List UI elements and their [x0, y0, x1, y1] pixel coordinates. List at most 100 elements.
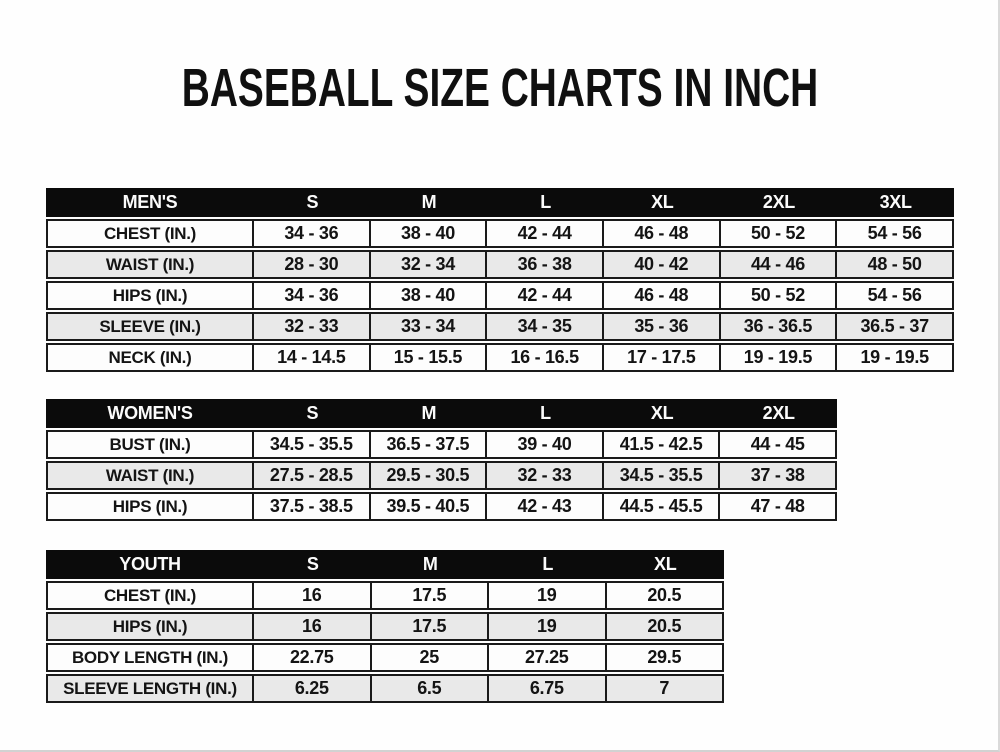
- size-cell: 19 - 19.5: [720, 343, 838, 372]
- size-cell: 27.25: [489, 643, 607, 672]
- row-label: CHEST (IN.): [46, 581, 254, 610]
- table-row-waist-in: WAIST (IN.) 28 - 30 32 - 34 36 - 38 40 - 42 4…: [46, 250, 954, 279]
- size-cell: 33 - 34: [370, 312, 488, 341]
- table-row-waist-in: WAIST (IN.) 27.5 - 28.5 29.5 - 30.5 32 - 33…: [46, 461, 837, 490]
- row-label: HIPS (IN.): [46, 281, 254, 310]
- size-cell: 16: [254, 581, 372, 610]
- size-cell: 39.5 - 40.5: [370, 492, 488, 521]
- youth-size-table: YOUTH S M L XL CHEST (IN.) 16 17.5 19 20.5 HIPS (I…: [46, 548, 724, 705]
- size-cell: 17.5: [371, 612, 489, 641]
- size-cell: 39 - 40: [487, 430, 604, 459]
- table-row-bust-in: BUST (IN.) 34.5 - 35.5 36.5 - 37.5 39 - 40 4…: [46, 430, 837, 459]
- row-label: HIPS (IN.): [46, 612, 254, 641]
- size-cell: 50 - 52: [720, 219, 838, 248]
- size-cell: 38 - 40: [370, 219, 488, 248]
- table-row-hips-in: HIPS (IN.) 37.5 - 38.5 39.5 - 40.5 42 - 43 4…: [46, 492, 837, 521]
- size-cell: 44 - 45: [720, 430, 837, 459]
- row-label: SLEEVE LENGTH (IN.): [46, 674, 254, 703]
- size-cell: 40 - 42: [603, 250, 721, 279]
- table-row-chest-in: CHEST (IN.) 16 17.5 19 20.5: [46, 581, 724, 610]
- size-cell: 37 - 38: [720, 461, 837, 490]
- row-label: CHEST (IN.): [46, 219, 254, 248]
- size-cell: 34.5 - 35.5: [254, 430, 371, 459]
- size-cell: 38 - 40: [370, 281, 488, 310]
- size-cell: 48 - 50: [837, 250, 954, 279]
- row-label: SLEEVE (IN.): [46, 312, 254, 341]
- table-row-chest-in: CHEST (IN.) 34 - 36 38 - 40 42 - 44 46 - 48 5…: [46, 219, 954, 248]
- size-cell: 41.5 - 42.5: [603, 430, 721, 459]
- size-cell: 19: [489, 612, 607, 641]
- size-cell: 27.5 - 28.5: [254, 461, 371, 490]
- womens-size-table: WOMEN'S S M L XL 2XL BUST (IN.) 34.5 - 35.5 36.5…: [46, 397, 837, 523]
- table-row-hips-in: HIPS (IN.) 34 - 36 38 - 40 42 - 44 46 - 48 50…: [46, 281, 954, 310]
- section-header-men-s: MEN'S: [46, 188, 254, 217]
- row-label: BUST (IN.): [46, 430, 254, 459]
- size-cell: 28 - 30: [254, 250, 371, 279]
- row-label: WAIST (IN.): [46, 250, 254, 279]
- size-cell: 7: [606, 674, 724, 703]
- size-cell: 17 - 17.5: [603, 343, 721, 372]
- size-cell: 47 - 48: [720, 492, 837, 521]
- size-cell: 16 - 16.5: [487, 343, 604, 372]
- size-cell: 32 - 34: [370, 250, 488, 279]
- size-cell: 34 - 36: [254, 219, 371, 248]
- size-cell: 17.5: [371, 581, 489, 610]
- size-cell: 36 - 38: [487, 250, 604, 279]
- size-cell: 6.25: [254, 674, 372, 703]
- section-header-youth: YOUTH: [46, 550, 254, 579]
- size-cell: 42 - 44: [487, 219, 604, 248]
- size-cell: 32 - 33: [487, 461, 604, 490]
- header-row: YOUTH S M L XL: [46, 550, 724, 579]
- size-cell: 22.75: [254, 643, 372, 672]
- table-row-sleeve-in: SLEEVE (IN.) 32 - 33 33 - 34 34 - 35 35 - 36…: [46, 312, 954, 341]
- row-label: BODY LENGTH (IN.): [46, 643, 254, 672]
- size-cell: 19 - 19.5: [837, 343, 954, 372]
- size-cell: 42 - 43: [487, 492, 604, 521]
- page-title: BASEBALL SIZE CHARTS IN INCH: [181, 58, 819, 118]
- size-cell: 37.5 - 38.5: [254, 492, 371, 521]
- col-header-s: S: [254, 399, 371, 428]
- col-header-xl: XL: [606, 550, 724, 579]
- header-row: MEN'S S M L XL 2XL 3XL: [46, 188, 954, 217]
- col-header-m: M: [370, 188, 488, 217]
- size-cell: 14 - 14.5: [254, 343, 371, 372]
- size-cell: 44 - 46: [720, 250, 838, 279]
- size-cell: 46 - 48: [603, 281, 721, 310]
- size-cell: 6.75: [489, 674, 607, 703]
- col-header-s: S: [254, 550, 372, 579]
- header-row: WOMEN'S S M L XL 2XL: [46, 399, 837, 428]
- size-cell: 34.5 - 35.5: [603, 461, 721, 490]
- size-cell: 25: [371, 643, 489, 672]
- size-cell: 29.5: [606, 643, 724, 672]
- col-header-2xl: 2XL: [720, 188, 838, 217]
- row-label: HIPS (IN.): [46, 492, 254, 521]
- col-header-l: L: [489, 550, 607, 579]
- col-header-l: L: [487, 399, 604, 428]
- table-row-neck-in: NECK (IN.) 14 - 14.5 15 - 15.5 16 - 16.5 17 …: [46, 343, 954, 372]
- table-row-sleeve-length-in: SLEEVE LENGTH (IN.) 6.25 6.5 6.75 7: [46, 674, 724, 703]
- col-header-m: M: [371, 550, 489, 579]
- col-header-2xl: 2XL: [720, 399, 837, 428]
- size-cell: 34 - 36: [254, 281, 371, 310]
- col-header-s: S: [254, 188, 371, 217]
- size-cell: 32 - 33: [254, 312, 371, 341]
- col-header-xl: XL: [603, 188, 721, 217]
- table-row-body-length-in: BODY LENGTH (IN.) 22.75 25 27.25 29.5: [46, 643, 724, 672]
- col-header-xl: XL: [603, 399, 721, 428]
- size-cell: 15 - 15.5: [370, 343, 488, 372]
- size-cell: 44.5 - 45.5: [603, 492, 721, 521]
- size-cell: 16: [254, 612, 372, 641]
- size-cell: 42 - 44: [487, 281, 604, 310]
- size-cell: 54 - 56: [837, 281, 954, 310]
- col-header-l: L: [487, 188, 604, 217]
- size-cell: 6.5: [371, 674, 489, 703]
- mens-size-table: MEN'S S M L XL 2XL 3XL CHEST (IN.) 34 - 36 38 - 4…: [46, 186, 954, 374]
- size-cell: 50 - 52: [720, 281, 838, 310]
- size-cell: 36.5 - 37.5: [370, 430, 488, 459]
- size-cell: 54 - 56: [837, 219, 954, 248]
- size-cell: 36 - 36.5: [720, 312, 838, 341]
- size-cell: 34 - 35: [487, 312, 604, 341]
- col-header-m: M: [370, 399, 488, 428]
- size-cell: 46 - 48: [603, 219, 721, 248]
